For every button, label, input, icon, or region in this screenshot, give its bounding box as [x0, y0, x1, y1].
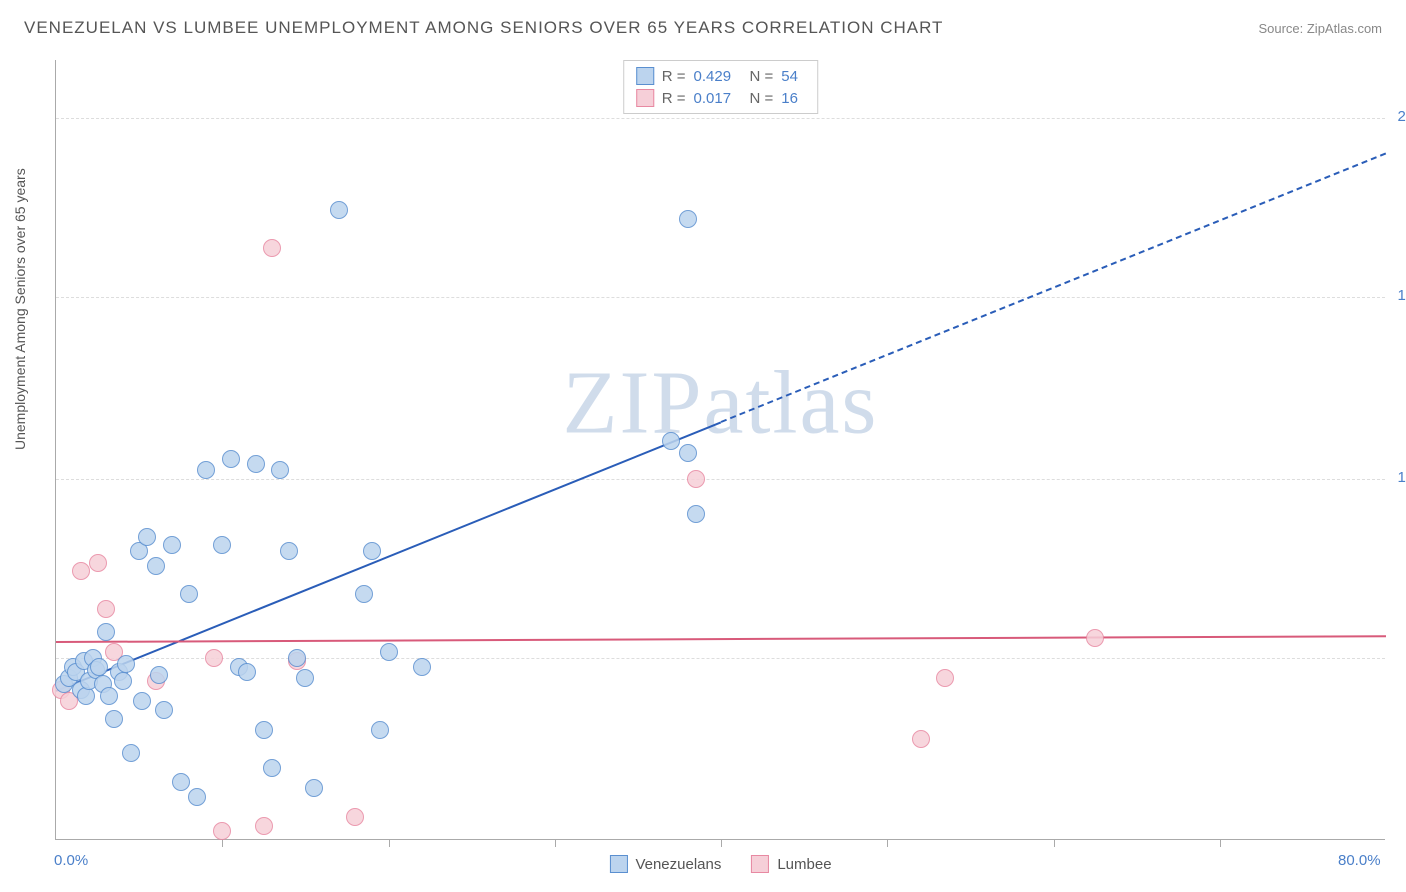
data-point — [413, 658, 431, 676]
legend-series-item: Lumbee — [751, 855, 831, 873]
data-point — [213, 822, 231, 840]
data-point — [380, 643, 398, 661]
gridline-h — [56, 297, 1385, 298]
x-tick — [721, 839, 722, 847]
legend-stats-row: R = 0.429 N = 54 — [636, 65, 806, 87]
data-point — [197, 461, 215, 479]
data-point — [255, 817, 273, 835]
data-point — [97, 623, 115, 641]
data-point — [330, 201, 348, 219]
legend-series-label: Lumbee — [777, 856, 831, 873]
data-point — [117, 655, 135, 673]
legend-swatch — [751, 855, 769, 873]
x-tick — [1220, 839, 1221, 847]
data-point — [912, 730, 930, 748]
legend-series: Venezuelans Lumbee — [609, 855, 831, 873]
data-point — [662, 432, 680, 450]
data-point — [1086, 629, 1104, 647]
data-point — [138, 528, 156, 546]
x-tick — [887, 839, 888, 847]
data-point — [355, 585, 373, 603]
data-point — [205, 649, 223, 667]
legend-n-label: N = — [750, 90, 774, 107]
data-point — [89, 554, 107, 572]
data-point — [363, 542, 381, 560]
legend-stats-row: R = 0.017 N = 16 — [636, 87, 806, 109]
legend-swatch — [609, 855, 627, 873]
data-point — [100, 687, 118, 705]
source-label: Source: ZipAtlas.com — [1258, 21, 1382, 36]
data-point — [346, 808, 364, 826]
data-point — [280, 542, 298, 560]
data-point — [305, 779, 323, 797]
gridline-h — [56, 658, 1385, 659]
x-tick — [1054, 839, 1055, 847]
watermark: ZIPatlas — [563, 351, 879, 454]
legend-n-label: N = — [750, 68, 774, 85]
legend-series-item: Venezuelans — [609, 855, 721, 873]
data-point — [255, 721, 273, 739]
legend-r-label: R = — [662, 90, 686, 107]
legend-n-value: 16 — [781, 90, 805, 107]
data-point — [371, 721, 389, 739]
data-point — [105, 710, 123, 728]
data-point — [147, 557, 165, 575]
data-point — [122, 744, 140, 762]
trend-line-solid — [56, 635, 1386, 643]
data-point — [155, 701, 173, 719]
data-point — [271, 461, 289, 479]
data-point — [296, 669, 314, 687]
legend-r-label: R = — [662, 68, 686, 85]
data-point — [133, 692, 151, 710]
data-point — [687, 470, 705, 488]
data-point — [263, 239, 281, 257]
data-point — [172, 773, 190, 791]
x-tick — [389, 839, 390, 847]
y-axis-label: Unemployment Among Seniors over 65 years — [12, 168, 28, 450]
legend-stats: R = 0.429 N = 54 R = 0.017 N = 16 — [623, 60, 819, 114]
data-point — [263, 759, 281, 777]
chart-title: VENEZUELAN VS LUMBEE UNEMPLOYMENT AMONG … — [24, 18, 943, 38]
data-point — [679, 210, 697, 228]
legend-n-value: 54 — [781, 68, 805, 85]
gridline-h — [56, 479, 1385, 480]
data-point — [97, 600, 115, 618]
legend-series-label: Venezuelans — [635, 856, 721, 873]
data-point — [687, 505, 705, 523]
data-point — [90, 658, 108, 676]
legend-swatch — [636, 67, 654, 85]
data-point — [150, 666, 168, 684]
data-point — [114, 672, 132, 690]
trend-line-dashed — [721, 153, 1387, 424]
data-point — [180, 585, 198, 603]
legend-r-value: 0.017 — [694, 90, 742, 107]
data-point — [238, 663, 256, 681]
data-point — [188, 788, 206, 806]
data-point — [163, 536, 181, 554]
data-point — [247, 455, 265, 473]
legend-r-value: 0.429 — [694, 68, 742, 85]
x-tick-label: 0.0% — [54, 852, 88, 869]
x-tick — [555, 839, 556, 847]
y-tick-label: 25.0% — [1397, 108, 1406, 125]
y-tick-label: 12.5% — [1397, 469, 1406, 486]
legend-swatch — [636, 89, 654, 107]
data-point — [679, 444, 697, 462]
header: VENEZUELAN VS LUMBEE UNEMPLOYMENT AMONG … — [24, 18, 1382, 38]
data-point — [213, 536, 231, 554]
data-point — [288, 649, 306, 667]
data-point — [936, 669, 954, 687]
x-tick-label: 80.0% — [1338, 852, 1381, 869]
gridline-h — [56, 118, 1385, 119]
data-point — [222, 450, 240, 468]
data-point — [72, 562, 90, 580]
y-tick-label: 18.8% — [1397, 287, 1406, 304]
chart-plot-area: ZIPatlas 6.3%12.5%18.8%25.0%0.0%80.0%R =… — [55, 60, 1385, 840]
